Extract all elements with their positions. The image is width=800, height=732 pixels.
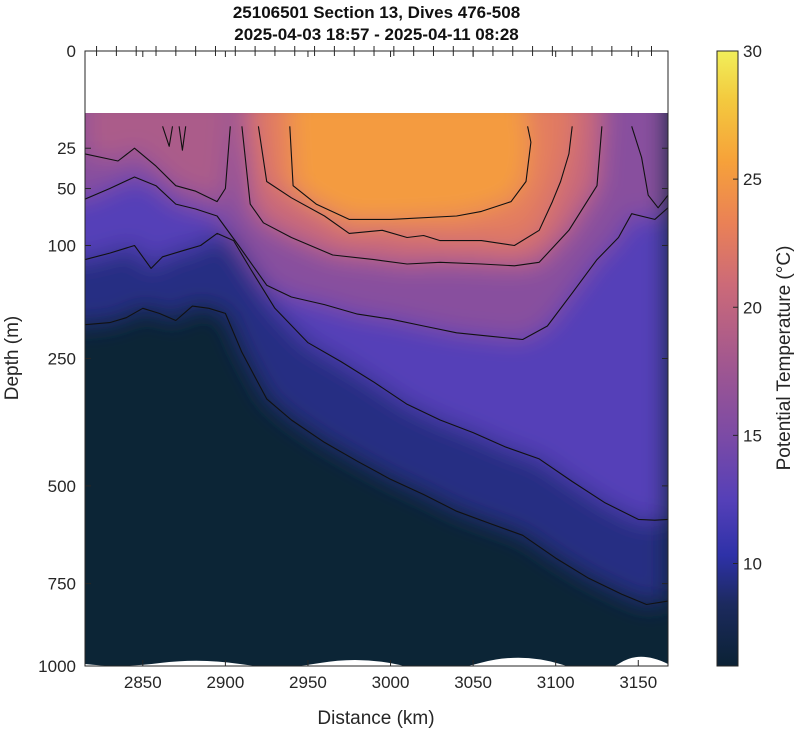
x-tick-label: 2900	[206, 673, 244, 692]
temperature-band	[289, 91, 531, 220]
x-axis: 2850 2900 2950 3000 3050 3100 3150	[124, 51, 657, 692]
x-tick-label: 3100	[537, 673, 575, 692]
colorbar-tick-label: 20	[743, 298, 762, 317]
colorbar-tick-label: 25	[743, 170, 762, 189]
colorbar	[716, 50, 739, 667]
y-axis: 0 25 50 100 250 500 750 1000	[38, 42, 668, 676]
temperature-field	[85, 51, 668, 666]
y-tick-label: 0	[67, 42, 76, 61]
contour-line	[85, 232, 668, 521]
y-tick-label: 1000	[38, 657, 76, 676]
contour-line	[85, 176, 668, 341]
dive-markers	[96, 46, 652, 56]
colorbar-ticks: 10 15 20 25 30	[733, 42, 762, 574]
y-tick-label: 750	[48, 575, 76, 594]
x-tick-label: 3050	[454, 673, 492, 692]
contour-line	[178, 126, 187, 151]
temperature-band	[85, 91, 231, 202]
contour-line	[257, 126, 573, 247]
contour-line	[162, 126, 174, 147]
x-tick-label: 2950	[289, 673, 327, 692]
x-tick-label: 3000	[372, 673, 410, 692]
colorbar-tick-label: 15	[743, 426, 762, 445]
temperature-field-bands	[85, 91, 668, 605]
bottom-edge	[85, 656, 668, 666]
y-tick-label: 250	[48, 350, 76, 369]
contour-lines	[85, 126, 668, 606]
x-tick-label: 3150	[619, 673, 657, 692]
no-data-region	[85, 51, 668, 113]
colorbar-tick-label: 10	[743, 555, 762, 574]
y-tick-label: 500	[48, 477, 76, 496]
y-tick-label: 50	[57, 180, 76, 199]
y-tick-label: 25	[57, 139, 76, 158]
chart-title-line-2: 2025-04-03 18:57 - 2025-04-11 08:28	[234, 25, 519, 44]
contour-line	[289, 126, 532, 220]
x-tick-label: 2850	[124, 673, 162, 692]
y-tick-label: 100	[48, 236, 76, 255]
x-axis-label: Distance (km)	[317, 708, 434, 729]
chart-title-line-1: 25106501 Section 13, Dives 476-508	[232, 3, 521, 22]
colorbar-label: Potential Temperature (°C)	[774, 246, 795, 471]
contour-line	[85, 305, 668, 606]
contour-line	[241, 126, 603, 267]
y-axis-label: Depth (m)	[2, 316, 23, 400]
colorbar-tick-label: 30	[743, 42, 762, 61]
contour-line	[631, 126, 668, 209]
contour-line	[85, 126, 231, 203]
